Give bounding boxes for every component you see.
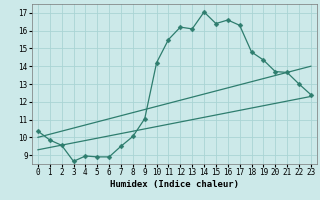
X-axis label: Humidex (Indice chaleur): Humidex (Indice chaleur) [110, 180, 239, 189]
